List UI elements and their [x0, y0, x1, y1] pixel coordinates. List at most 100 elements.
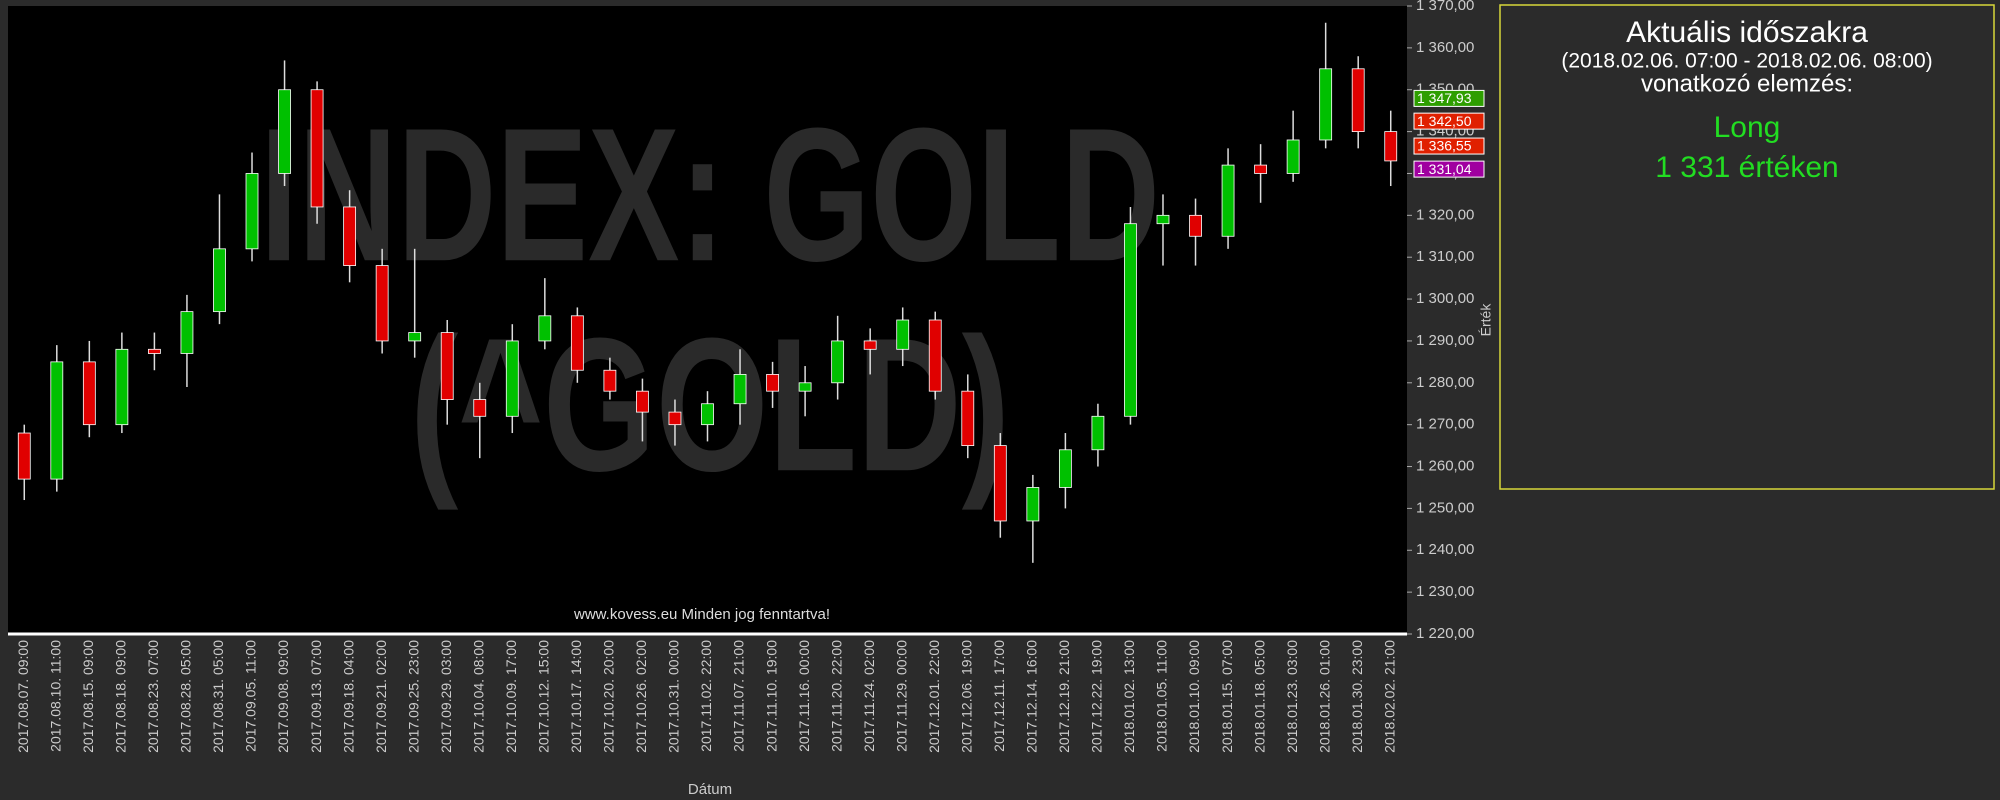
x-tick-label: 2018.01.05. 11:00	[1154, 640, 1170, 752]
x-tick-label: 2017.09.21. 02:00	[373, 640, 389, 753]
panel-period: (2018.02.06. 07:00 - 2018.02.06. 08:00)	[1561, 50, 1932, 73]
price-tag-label: 1 331,04	[1417, 161, 1472, 177]
candle-body	[408, 332, 422, 342]
candle-body	[1351, 68, 1365, 133]
y-tick-label: 1 300,00	[1416, 290, 1474, 307]
candle-body	[1058, 449, 1072, 488]
candle-body	[213, 248, 226, 313]
x-tick-label: 2017.11.07. 21:00	[731, 640, 747, 752]
panel-subtitle: vonatkozó elemzés:	[1641, 70, 1853, 97]
candle-body	[570, 315, 584, 371]
candle-body	[1254, 164, 1267, 174]
candle-body	[668, 411, 682, 426]
candle-body	[343, 206, 357, 266]
x-tick-label: 2017.10.17. 14:00	[568, 640, 584, 753]
watermark-line: INDEX: GOLD	[260, 89, 1160, 301]
y-tick-label: 1 220,00	[1416, 625, 1474, 642]
candle-body	[1319, 68, 1333, 141]
x-tick-label: 2017.10.09. 17:00	[503, 640, 519, 753]
candle-body	[636, 390, 649, 413]
candle-body	[375, 265, 389, 342]
y-tick-label: 1 370,00	[1416, 0, 1474, 14]
candle-body	[440, 332, 454, 400]
x-tick-label: 2017.09.25. 23:00	[405, 640, 421, 753]
x-tick-label: 2017.12.11. 17:00	[991, 640, 1007, 752]
analysis-panel	[1499, 4, 1995, 490]
x-tick-label: 2018.02.02. 21:00	[1381, 640, 1397, 753]
x-tick-label: 2017.11.20. 22:00	[828, 640, 844, 752]
x-tick-label: 2017.09.13. 07:00	[308, 640, 324, 753]
candle-body	[1221, 164, 1235, 237]
x-tick-label: 2017.10.04. 08:00	[470, 640, 486, 753]
x-axis-title: Dátum	[688, 781, 732, 798]
candle-body	[1091, 415, 1105, 451]
y-tick-label: 1 250,00	[1416, 499, 1474, 516]
candle-body	[1384, 131, 1398, 162]
candle-body	[928, 319, 942, 392]
y-tick-label: 1 240,00	[1416, 541, 1474, 558]
candle-body	[148, 348, 161, 354]
x-tick-label: 2017.11.16. 00:00	[796, 640, 812, 752]
x-tick-label: 2017.11.24. 02:00	[861, 640, 877, 752]
candle-body	[603, 369, 617, 392]
x-tick-label: 2018.01.26. 01:00	[1316, 640, 1332, 753]
x-tick-label: 2018.01.30. 23:00	[1349, 640, 1365, 753]
x-tick-label: 2018.01.10. 09:00	[1186, 640, 1202, 753]
x-tick-label: 2017.09.05. 11:00	[243, 640, 259, 752]
footer: www.kovess.eu Minden jog fenntartva!	[573, 606, 830, 623]
candle-body	[505, 340, 519, 417]
x-tick-label: 2018.01.18. 05:00	[1251, 640, 1267, 753]
candle-body	[993, 445, 1007, 522]
candle-body	[538, 315, 552, 342]
candle-body	[180, 311, 194, 354]
x-tick-label: 2017.08.28. 05:00	[178, 640, 194, 753]
x-tick-label: 2017.09.08. 09:00	[275, 640, 291, 753]
x-tick-label: 2018.01.15. 07:00	[1219, 640, 1235, 753]
x-tick-label: 2017.12.14. 16:00	[1024, 640, 1040, 753]
x-tick-label: 2017.10.20. 20:00	[601, 640, 617, 753]
price-tag-label: 1 342,50	[1417, 113, 1472, 129]
y-tick-label: 1 260,00	[1416, 458, 1474, 475]
candle-body	[1189, 214, 1202, 237]
x-tick-label: 2017.10.31. 00:00	[666, 640, 682, 753]
y-tick-label: 1 280,00	[1416, 374, 1474, 391]
candle-body	[863, 340, 877, 350]
price-tag	[1413, 160, 1485, 178]
candle-body	[50, 361, 64, 480]
y-axis-title: Érték	[1478, 303, 1494, 337]
x-tick-label: 2018.01.23. 03:00	[1284, 640, 1300, 753]
candle-body	[1124, 223, 1137, 417]
price-tag	[1413, 89, 1485, 107]
x-tick-label: 2017.12.06. 19:00	[958, 640, 974, 753]
x-tick-label: 2017.08.23. 07:00	[145, 640, 161, 753]
x-tick-label: 2017.08.10. 11:00	[48, 640, 64, 752]
candle-body	[961, 390, 975, 447]
x-tick-label: 2017.10.12. 15:00	[536, 640, 552, 753]
price-tag	[1413, 137, 1485, 155]
candle-body	[733, 374, 747, 405]
candle-body	[1286, 139, 1300, 174]
price-tag-label: 1 347,93	[1417, 90, 1472, 106]
x-tick-label: 2017.11.10. 19:00	[763, 640, 779, 752]
x-tick-label: 2018.01.02. 13:00	[1121, 640, 1137, 753]
candle-body	[17, 432, 31, 480]
x-tick-label: 2017.10.26. 02:00	[633, 640, 649, 753]
panel-title: Aktuális időszakra	[1626, 16, 1868, 49]
x-tick-label: 2017.12.22. 19:00	[1089, 640, 1105, 753]
candle-body	[82, 361, 96, 426]
candle-body	[1156, 214, 1170, 225]
candle-body	[278, 89, 291, 174]
x-tick-label: 2017.12.19. 21:00	[1056, 640, 1072, 753]
x-tick-label: 2017.11.29. 00:00	[893, 640, 909, 752]
panel-signal: Long	[1714, 111, 1781, 144]
candle-body	[245, 173, 259, 250]
candle-body	[831, 340, 845, 384]
y-tick-label: 1 310,00	[1416, 248, 1474, 265]
y-tick-label: 1 230,00	[1416, 583, 1474, 600]
candle-body	[766, 374, 779, 392]
y-tick-label: 1 270,00	[1416, 416, 1474, 433]
x-tick-label: 2017.08.18. 09:00	[113, 640, 129, 753]
candle-body	[701, 403, 714, 426]
price-tag-label: 1 336,55	[1417, 138, 1472, 154]
price-tag	[1413, 112, 1485, 130]
